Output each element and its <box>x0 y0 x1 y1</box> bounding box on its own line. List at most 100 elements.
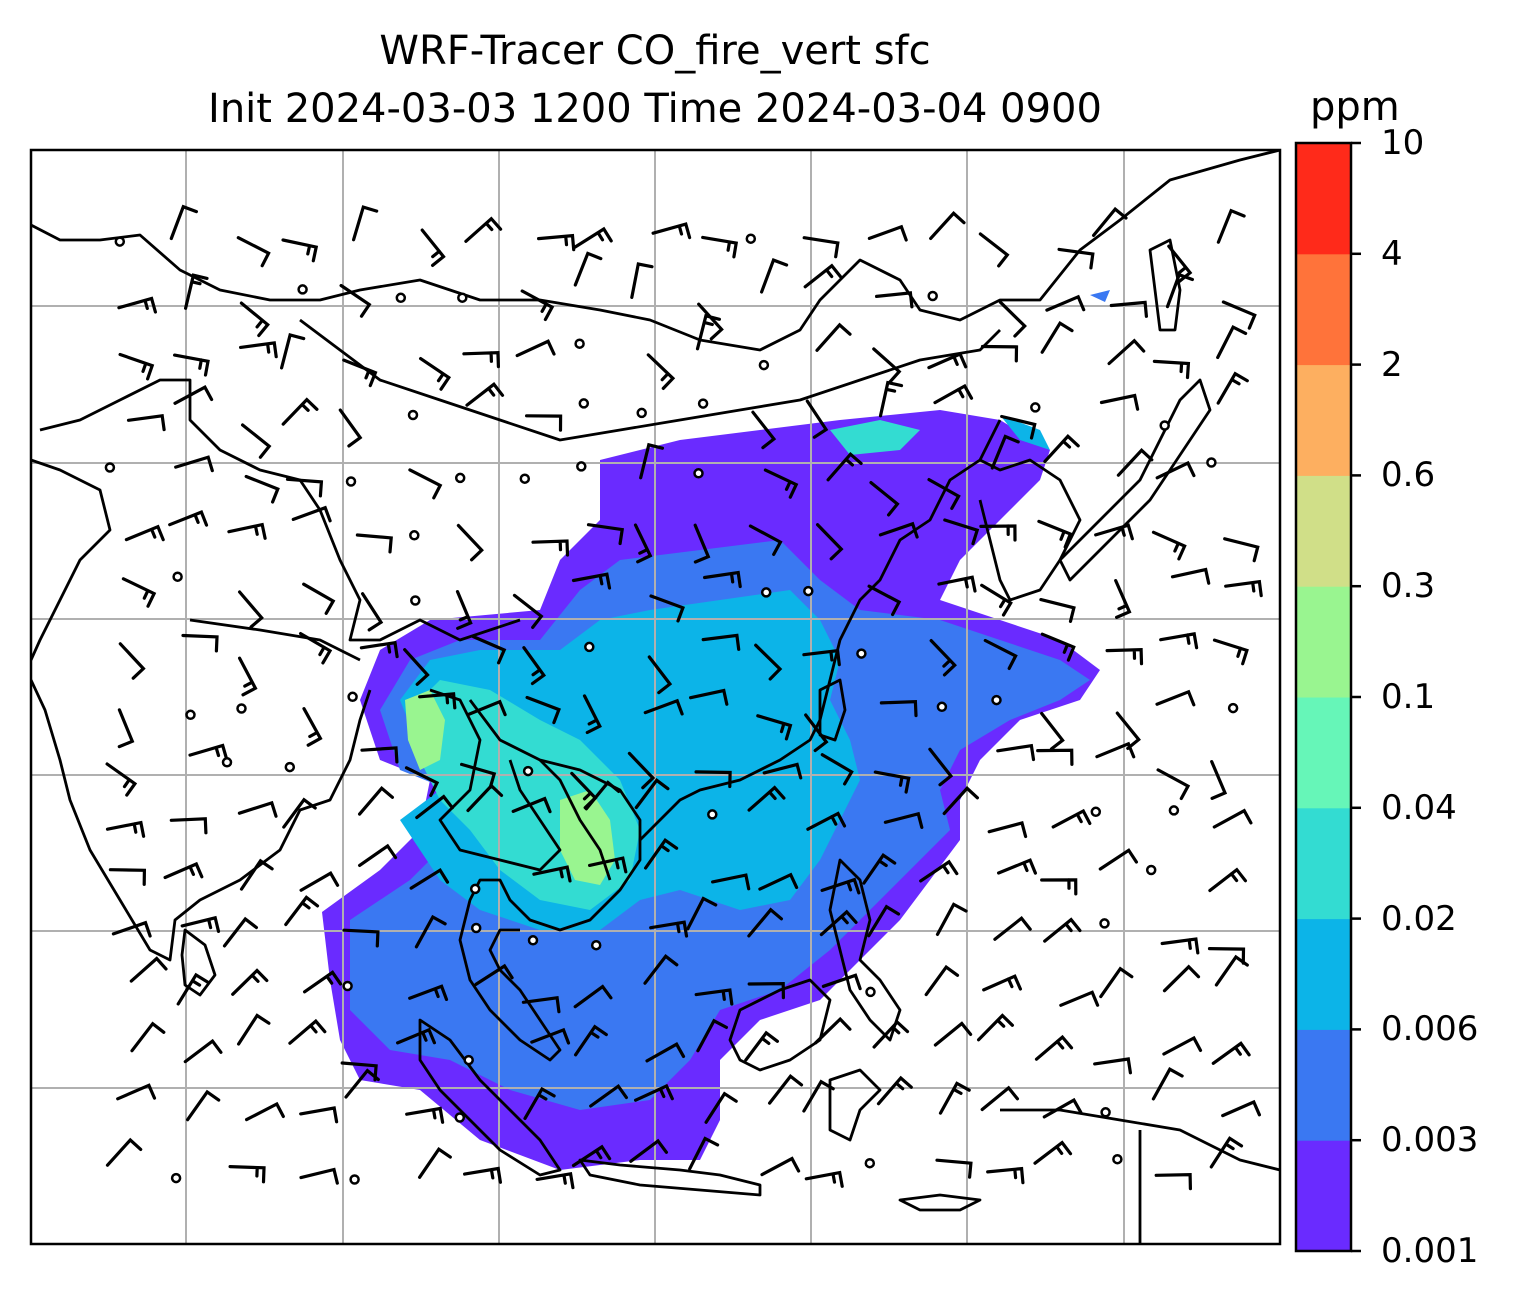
wind-barb <box>1224 579 1263 598</box>
wind-barb <box>231 968 269 996</box>
wind-barb <box>588 856 628 874</box>
wind-barb <box>299 871 340 892</box>
wind-barb <box>339 283 372 318</box>
map-frame <box>29 148 1282 1246</box>
wind-barb <box>627 751 656 790</box>
wind-barb <box>284 895 320 927</box>
wind-barb <box>933 383 974 405</box>
wind-barb <box>1152 359 1191 380</box>
wind-barb <box>589 1083 628 1108</box>
wind-barb <box>649 594 685 623</box>
wind-barb <box>1092 206 1128 237</box>
wind-barb <box>1223 537 1260 563</box>
calm-wind-circle <box>758 359 770 371</box>
wind-barb <box>228 1165 266 1184</box>
calm-wind-circle <box>1099 918 1110 929</box>
wind-barb <box>1098 848 1138 871</box>
wind-barb <box>878 380 904 418</box>
wind-barb <box>1116 448 1154 477</box>
colorbar-tick-label: 2 <box>1381 344 1403 385</box>
wind-barb <box>1042 1097 1083 1119</box>
colorbar-segment <box>1296 364 1351 476</box>
calm-wind-circle <box>576 461 587 472</box>
tracer-band-8 <box>1090 290 1110 302</box>
wind-barb <box>245 1101 285 1122</box>
wind-barb <box>117 296 157 314</box>
wind-barb <box>694 988 734 1006</box>
calm-wind-circle <box>349 1174 360 1185</box>
calm-wind-circle <box>409 530 420 541</box>
calm-wind-circle <box>864 1157 876 1169</box>
wind-barb <box>409 867 450 890</box>
wind-barb <box>1040 632 1076 662</box>
calm-wind-circle <box>578 398 590 409</box>
calm-wind-circle <box>457 292 468 303</box>
colorbar-segment <box>1296 1029 1351 1141</box>
wind-barb <box>531 539 570 557</box>
wind-barb <box>512 593 544 629</box>
wind-barb <box>815 322 852 352</box>
wind-barb <box>867 904 901 938</box>
wind-barb <box>111 920 152 938</box>
wind-barb <box>130 1021 166 1053</box>
wind-barb <box>222 916 258 948</box>
calm-wind-circle <box>297 284 308 295</box>
border-mongolia <box>299 318 1001 442</box>
wind-barb <box>1045 294 1086 312</box>
wind-barb <box>977 1013 1014 1042</box>
wind-barb <box>1216 208 1246 244</box>
wind-barb <box>1151 530 1187 561</box>
wind-barb <box>644 837 679 870</box>
wind-barb <box>241 423 272 459</box>
wind-barb <box>919 859 959 883</box>
wind-barb <box>463 1166 502 1184</box>
wind-barb <box>942 786 979 816</box>
wind-barb <box>464 216 503 243</box>
wind-barb <box>1094 523 1134 541</box>
wind-barb <box>515 339 556 358</box>
wind-barb <box>571 572 612 590</box>
wind-barb <box>802 1079 835 1113</box>
coastline-japan <box>1058 378 1212 582</box>
colorbar-segment <box>1296 1140 1351 1252</box>
wind-barb <box>820 877 861 895</box>
wind-barb <box>1165 272 1194 309</box>
wind-barb <box>1099 966 1134 999</box>
wind-barb <box>105 820 146 838</box>
coastline-india <box>31 458 372 962</box>
gridlines <box>31 150 1280 1244</box>
wind-barb <box>629 1138 668 1163</box>
wind-barb <box>342 358 378 388</box>
wind-barb <box>511 796 552 814</box>
border-india-north <box>39 378 521 642</box>
wind-barb <box>703 570 742 589</box>
wind-barb <box>686 896 718 931</box>
wind-barb <box>649 920 689 938</box>
map-title-line2: Init 2024-03-03 1200 Time 2024-03-04 090… <box>208 86 1102 132</box>
calm-wind-circle <box>454 472 466 484</box>
wind-barb <box>997 858 1037 875</box>
coastline-timor <box>898 1193 982 1212</box>
calm-wind-circle <box>590 939 602 951</box>
wind-barb <box>1040 320 1074 354</box>
wind-barb <box>418 1146 452 1179</box>
wind-barb <box>803 263 843 289</box>
wind-barb <box>1037 519 1073 549</box>
wind-barb <box>355 533 393 554</box>
wind-barb <box>117 708 135 749</box>
calm-wind-circle <box>236 703 247 714</box>
coastline-srilanka <box>180 928 217 997</box>
wind-barb <box>1210 760 1228 800</box>
calm-wind-circle <box>1090 806 1102 818</box>
colorbar-tick-label: 10 <box>1381 123 1425 163</box>
wind-barb <box>405 1106 445 1124</box>
wind-barb <box>299 1167 339 1185</box>
wind-barb <box>1033 1140 1073 1165</box>
wind-barb <box>465 382 505 407</box>
wind-barb <box>105 1137 143 1167</box>
wind-barb <box>872 1019 910 1049</box>
wind-barb <box>747 785 786 812</box>
wind-barb <box>1216 371 1249 405</box>
wind-barb <box>299 1106 339 1124</box>
tracer-band-5 <box>405 690 445 770</box>
